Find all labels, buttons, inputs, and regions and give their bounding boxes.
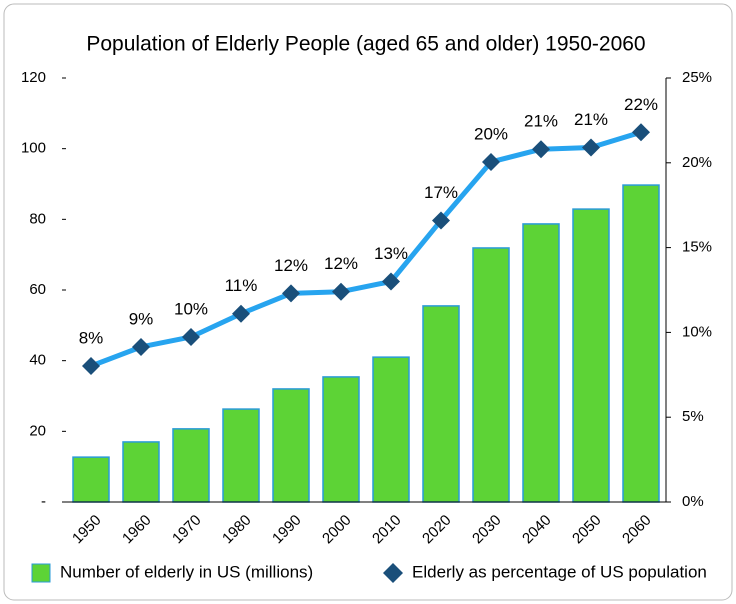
value-label: 13% xyxy=(374,244,408,263)
marker xyxy=(82,356,100,375)
y-tick-label: 100 xyxy=(21,140,46,157)
value-label: 8% xyxy=(79,328,104,347)
y-tick-label: 40 xyxy=(29,352,46,369)
value-label: 21% xyxy=(524,112,558,131)
bar xyxy=(522,223,560,503)
bar xyxy=(372,356,410,503)
y2-tick-label: 5% xyxy=(682,408,704,425)
marker xyxy=(132,337,150,356)
bar xyxy=(472,247,510,503)
y-tick-label: 20 xyxy=(29,422,46,439)
value-label: 12% xyxy=(274,256,308,275)
marker xyxy=(232,304,250,323)
y2-tick-label: 15% xyxy=(682,239,712,256)
marker xyxy=(482,152,500,171)
y2-tick-label: 0% xyxy=(682,493,704,510)
bar xyxy=(622,184,660,503)
marker xyxy=(582,138,600,157)
value-label: 17% xyxy=(424,183,458,202)
marker xyxy=(432,211,450,230)
value-label: 9% xyxy=(129,309,154,328)
y-tick-label: 120 xyxy=(21,69,46,86)
marker xyxy=(182,327,200,346)
y2-tick-label: 20% xyxy=(682,154,712,171)
marker xyxy=(332,282,350,301)
chart-title: Population of Elderly People (aged 65 an… xyxy=(86,33,645,56)
marker xyxy=(532,140,550,159)
value-label: 10% xyxy=(174,299,208,318)
value-label: 12% xyxy=(324,254,358,273)
value-label: 22% xyxy=(624,95,658,114)
legend-label: Elderly as percentage of US population xyxy=(412,562,707,581)
bar xyxy=(272,388,310,503)
marker xyxy=(282,284,300,303)
y2-tick-label: 25% xyxy=(682,69,712,86)
y2-tick-label: 10% xyxy=(682,323,712,340)
bar xyxy=(322,376,360,503)
legend-swatch xyxy=(383,563,403,583)
bar xyxy=(572,208,610,503)
bar xyxy=(72,456,110,503)
bar xyxy=(122,441,160,503)
y-tick-label: 80 xyxy=(29,210,46,227)
y-tick-label: - xyxy=(41,493,46,510)
legend-swatch xyxy=(31,563,51,583)
y-tick-label: 60 xyxy=(29,281,46,298)
value-label: 11% xyxy=(225,276,258,295)
bar xyxy=(172,428,210,503)
marker xyxy=(382,272,400,291)
value-label: 20% xyxy=(474,124,508,143)
bar xyxy=(222,408,260,503)
bar xyxy=(422,305,460,503)
marker xyxy=(632,123,650,142)
legend-label: Number of elderly in US (millions) xyxy=(60,562,313,581)
value-label: 21% xyxy=(574,110,608,129)
